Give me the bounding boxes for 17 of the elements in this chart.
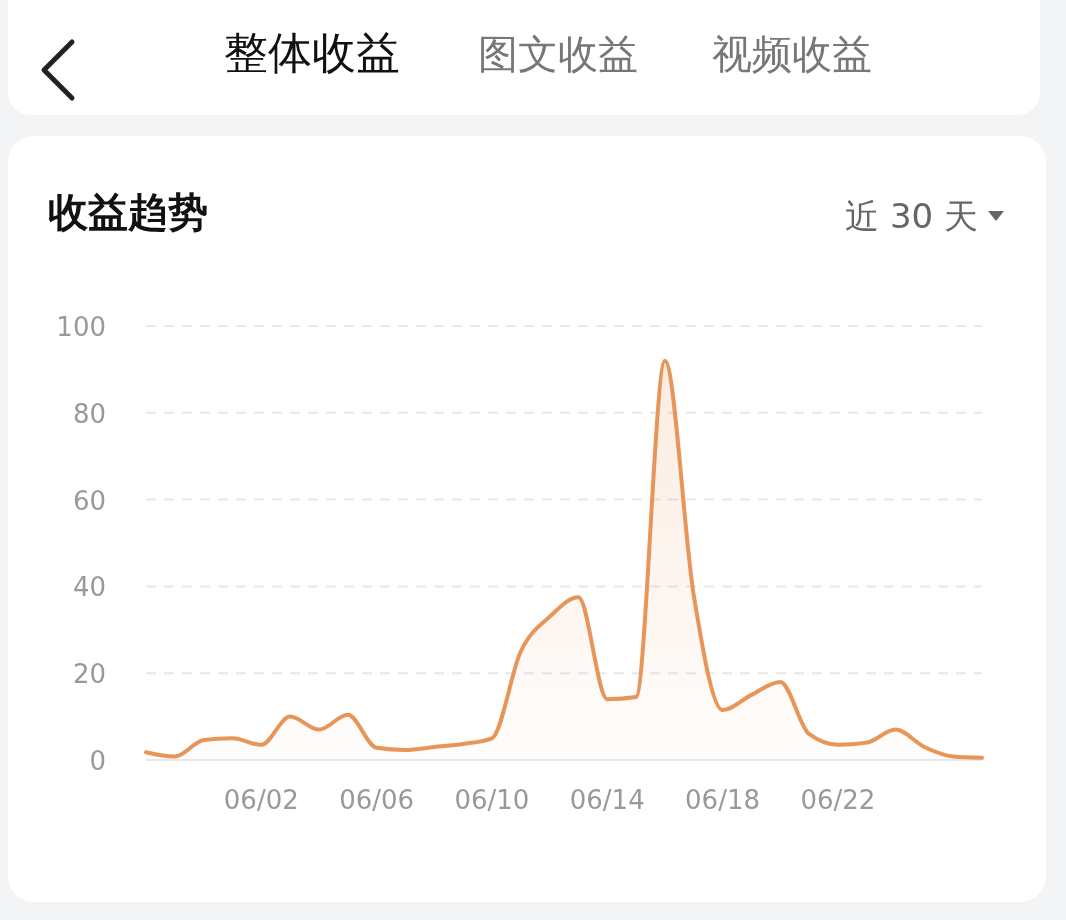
y-tick-label: 20: [72, 659, 106, 690]
x-tick-label: 06/22: [800, 785, 876, 815]
x-tick-label: 06/10: [454, 785, 530, 815]
chart-title: 收益趋势: [48, 189, 208, 235]
y-tick-label: 80: [72, 398, 106, 429]
y-tick-label: 40: [72, 572, 106, 603]
x-tick-label: 06/06: [339, 785, 415, 815]
x-tick-label: 06/14: [569, 785, 645, 815]
y-tick-label: 60: [72, 485, 106, 516]
x-tick-label: 06/18: [685, 785, 761, 815]
text: 整体收益: [224, 27, 400, 78]
y-tick-label: 100: [56, 312, 106, 342]
text: 图文收益: [478, 31, 638, 77]
y-tick-label: 0: [89, 746, 106, 776]
text: 视频收益: [712, 31, 872, 77]
x-tick-label: 06/02: [223, 785, 299, 815]
text: 近 30 天: [845, 196, 978, 236]
